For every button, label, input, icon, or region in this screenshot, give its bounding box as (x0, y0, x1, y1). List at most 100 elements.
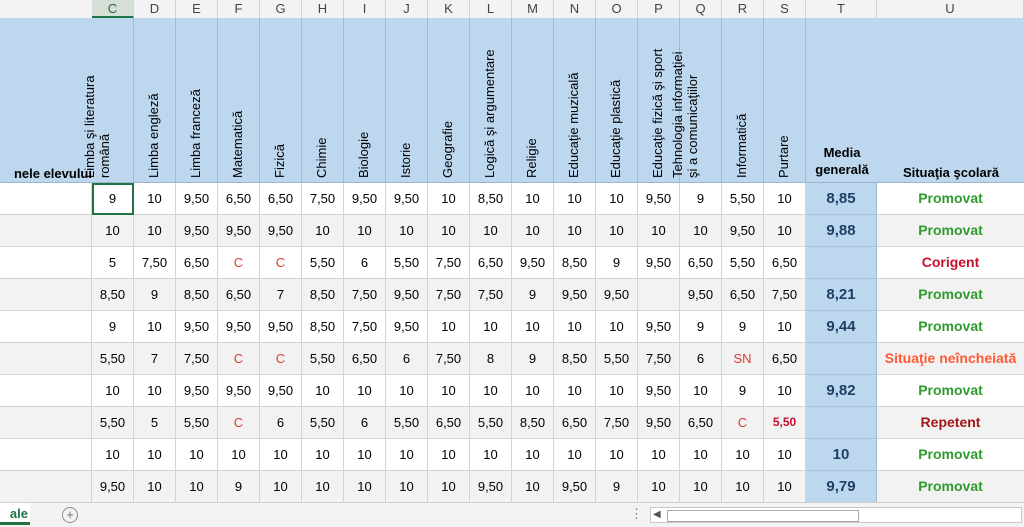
grade-cell[interactable]: 9 (92, 311, 134, 343)
average-cell[interactable]: 8,85 (806, 183, 877, 215)
grade-cell[interactable]: 10 (554, 375, 596, 407)
grade-cell[interactable]: 6 (344, 407, 386, 439)
grade-cell[interactable]: 7,50 (596, 407, 638, 439)
student-name-cell[interactable] (0, 279, 92, 311)
grade-cell[interactable]: 10 (680, 375, 722, 407)
grade-cell[interactable]: 6,50 (554, 407, 596, 439)
grade-cell[interactable]: 7,50 (134, 247, 176, 279)
grade-cell[interactable]: 9,50 (638, 311, 680, 343)
grade-cell[interactable]: 10 (428, 439, 470, 471)
grade-cell[interactable]: 7,50 (428, 247, 470, 279)
subject-header-cell[interactable]: Informatică (722, 18, 764, 182)
grade-cell[interactable]: 7,50 (470, 279, 512, 311)
grade-cell[interactable]: 10 (428, 375, 470, 407)
grade-cell[interactable]: 9 (596, 471, 638, 503)
subject-header-cell[interactable]: Religie (512, 18, 554, 182)
student-name-cell[interactable] (0, 311, 92, 343)
grade-cell[interactable]: 10 (134, 439, 176, 471)
grade-cell[interactable]: SN (722, 343, 764, 375)
status-cell[interactable]: Promovat (918, 222, 983, 238)
grade-cell[interactable]: 9,50 (638, 407, 680, 439)
subject-header-cell[interactable]: Istorie (386, 18, 428, 182)
grade-cell[interactable]: 10 (134, 471, 176, 503)
grade-cell[interactable]: 6 (680, 343, 722, 375)
grade-cell[interactable]: C (218, 247, 260, 279)
grade-cell[interactable] (638, 279, 680, 311)
grade-cell[interactable]: 10 (554, 183, 596, 215)
average-cell[interactable] (806, 343, 877, 375)
grade-cell[interactable]: 10 (764, 439, 806, 471)
grade-cell[interactable]: 10 (302, 215, 344, 247)
grade-cell[interactable]: 10 (596, 215, 638, 247)
grade-cell[interactable]: 10 (386, 375, 428, 407)
subject-header-cell[interactable]: Educaţie muzicală (554, 18, 596, 182)
grade-cell[interactable]: C (218, 407, 260, 439)
grade-cell[interactable]: 10 (638, 215, 680, 247)
grade-cell[interactable]: 10 (386, 439, 428, 471)
grade-cell[interactable]: 10 (92, 439, 134, 471)
grade-cell[interactable]: 5,50 (596, 343, 638, 375)
status-cell[interactable]: Corigent (921, 254, 980, 270)
column-header-r[interactable]: R (722, 0, 764, 18)
grade-cell[interactable]: 9,50 (386, 279, 428, 311)
grade-cell[interactable]: 6,50 (344, 343, 386, 375)
grade-cell[interactable]: 5,50 (302, 343, 344, 375)
grade-cell[interactable]: C (260, 343, 302, 375)
plus-circle-icon[interactable]: + (62, 507, 78, 523)
average-cell[interactable] (806, 247, 877, 279)
subject-header-cell[interactable]: Limba engleză (134, 18, 176, 182)
average-cell[interactable]: 9,79 (806, 471, 877, 503)
subject-header-cell[interactable]: Biologie (344, 18, 386, 182)
grade-cell[interactable]: 9,50 (176, 311, 218, 343)
grade-cell[interactable]: 5,50 (722, 183, 764, 215)
grade-cell[interactable]: 10 (722, 439, 764, 471)
grade-cell[interactable]: 10 (428, 471, 470, 503)
grade-cell[interactable]: 8,50 (554, 247, 596, 279)
student-name-header[interactable]: nele elevului (13, 166, 92, 181)
grade-cell[interactable]: 5,50 (386, 247, 428, 279)
grade-cell[interactable]: 5 (134, 407, 176, 439)
grade-cell[interactable]: 10 (680, 471, 722, 503)
grade-cell[interactable]: 10 (764, 311, 806, 343)
grade-cell[interactable]: 10 (764, 215, 806, 247)
grade-cell[interactable]: 9,50 (512, 247, 554, 279)
grade-cell[interactable]: 7,50 (428, 279, 470, 311)
grade-cell[interactable]: 5,50 (92, 343, 134, 375)
subject-header-cell[interactable]: Logică şi argumentare (470, 18, 512, 182)
student-name-cell[interactable] (0, 183, 92, 215)
grade-cell[interactable]: 10 (554, 311, 596, 343)
grade-cell[interactable]: 9 (218, 471, 260, 503)
subject-header-cell[interactable]: Educaţie plastică (596, 18, 638, 182)
grade-cell[interactable]: 6,50 (680, 407, 722, 439)
grade-cell[interactable]: 10 (512, 471, 554, 503)
grade-cell[interactable]: 5,50 (764, 407, 806, 439)
subject-header-cell[interactable]: Geografie (428, 18, 470, 182)
grade-cell[interactable]: 7,50 (344, 279, 386, 311)
status-cell[interactable]: Promovat (918, 382, 983, 398)
grade-cell[interactable]: 10 (470, 215, 512, 247)
sheet-tab[interactable]: ale (0, 503, 30, 525)
column-header-k[interactable]: K (428, 0, 470, 18)
subject-header-cell[interactable]: Chimie (302, 18, 344, 182)
grade-cell[interactable]: 10 (470, 439, 512, 471)
subject-header-cell[interactable]: Purtare (764, 18, 806, 182)
column-header-g[interactable]: G (260, 0, 302, 18)
grade-cell[interactable]: 9,50 (92, 471, 134, 503)
subject-header-cell[interactable]: Fizică (260, 18, 302, 182)
grade-cell[interactable]: C (722, 407, 764, 439)
grade-cell[interactable]: 9 (512, 279, 554, 311)
grade-cell[interactable]: 10 (470, 375, 512, 407)
column-header-n[interactable]: N (554, 0, 596, 18)
grade-cell[interactable]: 8,50 (512, 407, 554, 439)
grade-cell[interactable]: 9,50 (260, 375, 302, 407)
grade-cell[interactable]: 6,50 (764, 247, 806, 279)
column-header-c[interactable]: C (92, 0, 134, 18)
grade-cell[interactable]: 5,50 (302, 407, 344, 439)
student-name-cell[interactable] (0, 471, 92, 503)
grade-cell[interactable]: 10 (512, 215, 554, 247)
grade-cell[interactable]: 6,50 (470, 247, 512, 279)
grade-cell[interactable]: 7,50 (638, 343, 680, 375)
grade-cell[interactable]: 10 (92, 375, 134, 407)
status-cell[interactable]: Promovat (918, 286, 983, 302)
grade-cell[interactable]: 8,50 (302, 311, 344, 343)
